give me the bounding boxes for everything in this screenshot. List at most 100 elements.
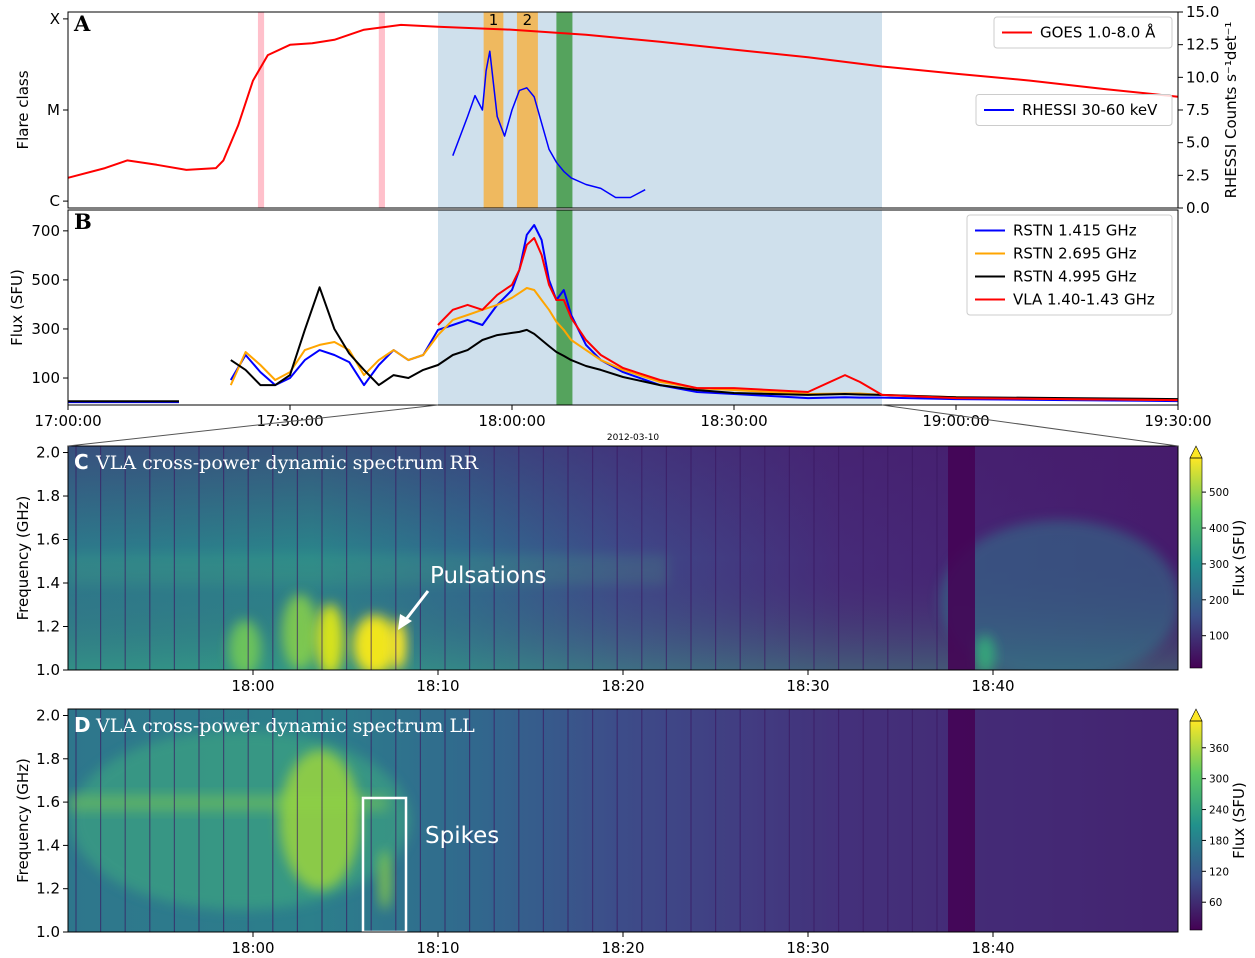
annotation-arrow [402,590,430,623]
y-tick-label: 300 [31,320,60,338]
series-line [229,287,1179,402]
y-axis-label: Frequency (GHz) [14,758,32,883]
colorbar-tick-label: 120 [1209,866,1229,878]
x-tick-label: 18:20 [601,939,644,957]
y-tick-label: 700 [31,222,60,240]
colorbar-tick-label: 60 [1209,897,1222,909]
panel-label: B [74,209,92,234]
x-tick-label: 19:30:00 [1144,412,1211,430]
legend-label: RSTN 2.695 GHz [1013,245,1137,263]
y-tick-label: 2.0 [36,444,60,462]
x-tick-label: 18:40 [971,677,1014,695]
colorbar [1190,458,1202,668]
y-tick-label: 1.2 [36,880,60,898]
series-line [437,237,1179,402]
y-tick-label: 100 [31,369,60,387]
spectrum-image [68,709,1178,932]
x-tick-label: 18:00 [231,939,274,957]
highlight-span [438,210,882,405]
legend-box [993,16,1173,49]
y2-tick-label: 5.0 [1186,134,1210,152]
y-tick-label: 1.4 [36,574,60,592]
y-tick-label: 1.0 [36,923,60,941]
highlight-span [257,12,265,208]
colorbar-tick-label: 400 [1209,523,1229,535]
series-line [67,23,1179,179]
plot-frame [67,708,1179,933]
colorbar-label: Flux (SFU) [1230,520,1248,597]
highlight-span [556,12,573,208]
colorbar-tick-label: 300 [1209,774,1229,786]
x-tick-label: 17:00:00 [34,412,101,430]
x-tick-label: 18:20 [601,677,644,695]
colorbar-tick-label: 180 [1209,835,1229,847]
y2-tick-label: 0.0 [1186,199,1210,217]
colorbar-extend [1189,708,1203,722]
date-label: 2012-03-10 [607,433,660,443]
plot-frame [67,209,1179,406]
colorbar-tick-label: 360 [1209,743,1229,755]
y2-tick-label: 2.5 [1186,166,1210,184]
colorbar [1190,721,1202,930]
highlight-span [556,210,573,405]
y-tick-label: 1.6 [36,793,60,811]
legend-label: RSTN 4.995 GHz [1013,268,1137,286]
x-tick-label: 18:00:00 [478,412,545,430]
legend-box [966,214,1173,316]
y2-axis-label: RHESSI Counts s⁻¹det⁻¹ [1222,22,1240,199]
panel-title: VLA cross-power dynamic spectrum RR [95,452,479,474]
colorbar-extend [1189,445,1203,459]
legend-label: RSTN 1.415 GHz [1013,222,1137,240]
zoom-connector [881,404,1179,447]
y-tick-label: 1.2 [36,618,60,636]
spectrum-lines [75,446,938,932]
panel-label: A [73,11,91,36]
x-tick-label: 19:00:00 [922,412,989,430]
highlight-span [483,12,504,208]
x-tick-label: 18:30 [786,677,829,695]
annotation-arrow-head [398,614,412,630]
y-tick-label: 1.4 [36,836,60,854]
colorbar-tick-label: 500 [1209,487,1229,499]
y-tick-label: X [50,10,60,28]
y-tick-label: 1.6 [36,531,60,549]
y2-tick-label: 12.5 [1186,36,1219,54]
y2-tick-label: 7.5 [1186,101,1210,119]
zoom-connector [67,404,439,447]
y-axis-label: Frequency (GHz) [14,496,32,621]
colorbar-tick-label: 200 [1209,595,1229,607]
colorbar-label: Flux (SFU) [1230,782,1248,859]
x-tick-label: 18:00 [231,677,274,695]
legend-label: RHESSI 30-60 keV [1022,101,1158,119]
panel-title: VLA cross-power dynamic spectrum LL [95,715,475,737]
y-tick-label: M [47,101,60,119]
legend-label: VLA 1.40-1.43 GHz [1013,291,1155,309]
plot-frame [67,445,1179,671]
y-axis-label: Flare class [14,70,32,149]
x-tick-label: 18:10 [416,677,459,695]
colorbar-frame [1189,720,1203,931]
colorbar-tick-label: 300 [1209,559,1229,571]
series-line [68,286,1179,403]
y-axis-label: Flux (SFU) [8,269,26,346]
colorbar-tick-label: 100 [1209,631,1229,643]
highlight-span [516,12,538,208]
span-label: 1 [489,11,499,29]
x-tick-label: 18:30 [786,939,829,957]
x-tick-label: 18:30:00 [700,412,767,430]
colorbar-frame [1189,457,1203,669]
highlight-span [378,12,385,208]
annotation: Pulsations [430,563,547,589]
y-tick-label: 1.8 [36,487,60,505]
series-line [452,50,646,199]
x-tick-label: 18:10 [416,939,459,957]
annotation: Spikes [425,823,499,849]
y2-tick-label: 15.0 [1186,3,1219,21]
y-tick-label: 1.0 [36,661,60,679]
span-label: 2 [523,11,533,29]
x-tick-label: 18:40 [971,939,1014,957]
y-tick-label: 500 [31,271,60,289]
y-tick-label: 2.0 [36,706,60,724]
legend-box [975,94,1173,126]
